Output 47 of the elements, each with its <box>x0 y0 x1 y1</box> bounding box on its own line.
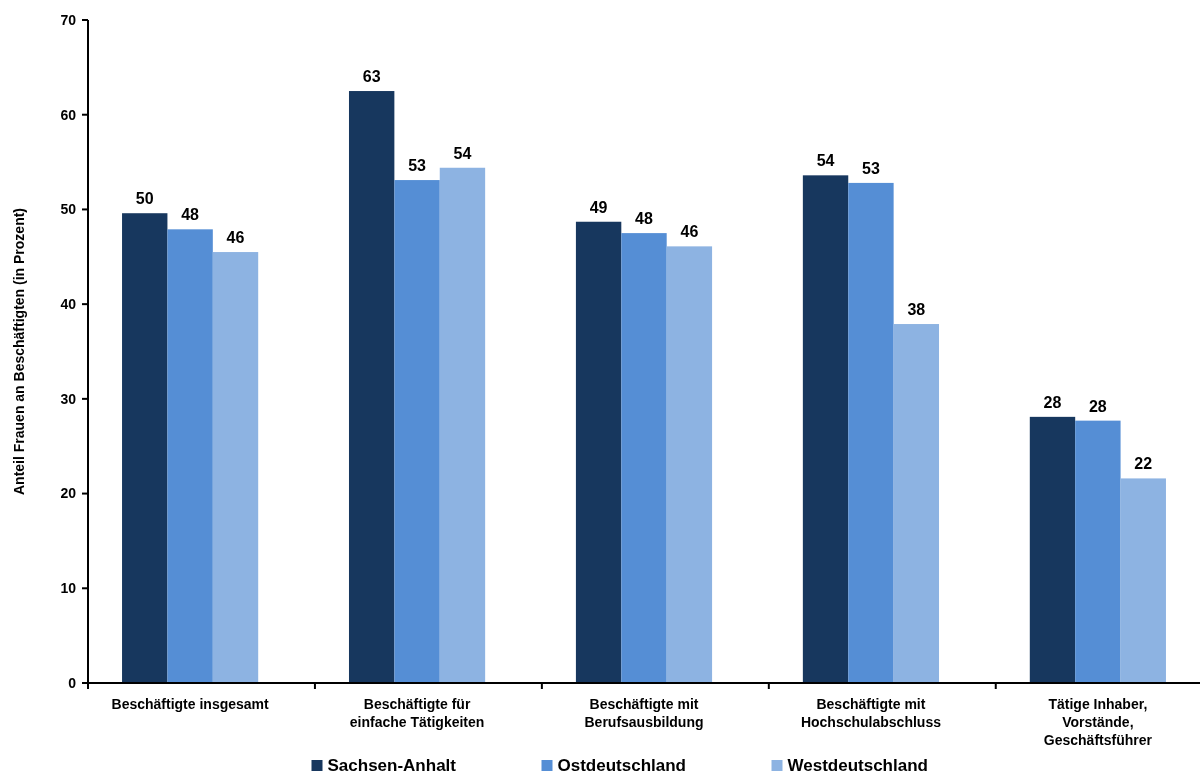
y-tick-label: 70 <box>60 11 77 28</box>
bar <box>212 252 259 683</box>
bar <box>893 324 940 683</box>
data-label: 48 <box>181 206 200 224</box>
x-tick-label: Beschäftigte mit Berufsausbildung <box>584 696 704 730</box>
bar <box>848 182 894 683</box>
bar <box>802 175 849 683</box>
y-tick-label: 50 <box>60 201 77 218</box>
bar <box>1120 478 1166 683</box>
data-label: 63 <box>362 68 381 86</box>
data-label: 50 <box>135 190 154 208</box>
y-tick-label: 40 <box>60 296 77 313</box>
data-label: 54 <box>816 152 835 170</box>
y-tick-label: 0 <box>68 674 77 691</box>
bar <box>439 167 486 683</box>
bar <box>348 91 395 683</box>
bar <box>1029 416 1076 683</box>
x-tick-label: Tätige Inhaber, Vorstände, Geschäftsführer <box>1043 696 1153 748</box>
x-tick-label: Beschäftigte insgesamt <box>111 696 270 712</box>
legend-label: Sachsen-Anhalt <box>327 756 457 775</box>
y-axis-title: Anteil Frauen an Beschäftigten (in Prozent) <box>11 207 27 496</box>
data-label: 22 <box>1134 455 1153 473</box>
data-label: 46 <box>680 223 699 241</box>
data-label: 28 <box>1043 393 1062 411</box>
bar <box>575 221 622 683</box>
bar <box>1075 420 1121 683</box>
y-tick-label: 20 <box>60 485 77 502</box>
bar <box>666 246 713 683</box>
bar <box>621 233 667 683</box>
data-label: 48 <box>635 210 653 228</box>
data-label: 54 <box>453 144 472 162</box>
data-label: 49 <box>589 198 608 216</box>
data-label: 53 <box>408 157 427 175</box>
x-tick-label: Beschäftigte für einfache Tätigkeiten <box>349 696 485 730</box>
legend-label: Westdeutschland <box>787 756 928 775</box>
bar <box>122 213 168 683</box>
y-tick-label: 60 <box>60 106 77 123</box>
x-tick-label: Beschäftigte mit Hochschulabschluss <box>800 696 942 730</box>
data-label: 53 <box>862 159 880 177</box>
y-tick-label: 10 <box>60 580 77 597</box>
data-label: 46 <box>226 229 245 247</box>
data-label: 28 <box>1088 397 1107 415</box>
data-label: 38 <box>907 301 926 319</box>
bar <box>394 180 440 683</box>
bar <box>167 229 213 683</box>
y-tick-label: 30 <box>60 390 77 407</box>
legend-label: Ostdeutschland <box>557 756 686 775</box>
